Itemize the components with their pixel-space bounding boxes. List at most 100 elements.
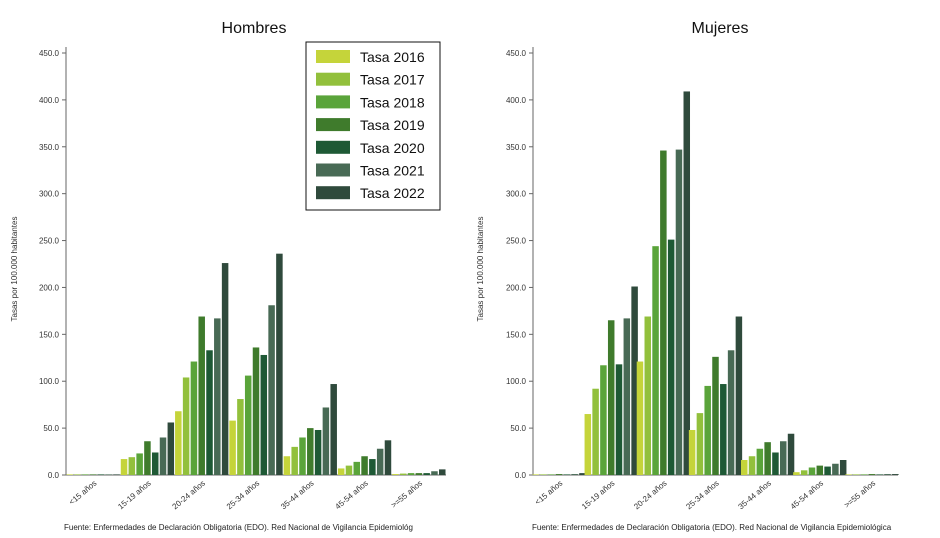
y-tick-label: 100.0 — [506, 377, 527, 386]
bar — [74, 474, 81, 475]
bar — [839, 460, 847, 475]
bar — [439, 469, 446, 475]
bar — [66, 474, 73, 475]
x-tick-label: 45-54 años — [333, 479, 369, 512]
bar — [532, 474, 539, 475]
bar — [337, 468, 345, 475]
x-tick-label: 15-19 años — [116, 479, 152, 512]
y-axis-label: Tasas por 100.000 habitantes — [476, 217, 485, 322]
bar — [244, 375, 252, 475]
x-tick-label: 35-44 años — [279, 479, 315, 512]
bar — [631, 286, 638, 475]
bar — [644, 316, 652, 475]
y-tick-label: 50.0 — [510, 424, 526, 433]
bar — [592, 388, 599, 475]
x-tick-label: 25-34 años — [684, 479, 720, 512]
bar — [571, 474, 578, 475]
bar — [860, 474, 868, 475]
bar — [652, 246, 659, 475]
bar — [787, 433, 795, 475]
legend-swatch — [316, 50, 350, 63]
bar — [400, 473, 407, 475]
bar — [816, 465, 824, 475]
y-tick-label: 0.0 — [48, 471, 60, 480]
bar — [229, 420, 236, 475]
bar — [727, 350, 735, 475]
bar — [182, 377, 190, 475]
bar — [407, 473, 415, 475]
bar — [144, 441, 151, 475]
bar — [136, 453, 143, 475]
y-tick-label: 200.0 — [506, 283, 527, 292]
bar — [584, 414, 592, 475]
bar — [748, 456, 756, 475]
source-note: Fuente: Enfermedades de Declaración Obli… — [64, 523, 413, 532]
bar — [97, 474, 105, 475]
bar — [800, 470, 808, 475]
bar — [151, 452, 159, 475]
bar — [206, 350, 213, 475]
x-tick-label: <15 años — [533, 479, 564, 507]
bar — [884, 474, 891, 475]
bar — [683, 91, 691, 475]
bar — [876, 474, 883, 475]
bar — [198, 316, 205, 475]
bar — [299, 437, 306, 475]
bar — [167, 422, 175, 475]
bar — [615, 364, 623, 475]
legend-swatch — [316, 95, 350, 109]
bar — [579, 473, 586, 475]
bar — [636, 361, 644, 475]
x-tick-label: <15 años — [67, 479, 98, 507]
y-tick-label: 300.0 — [506, 190, 527, 199]
bar — [384, 440, 392, 475]
legend-swatch — [316, 72, 350, 86]
y-tick-label: 200.0 — [39, 283, 60, 292]
y-tick-label: 150.0 — [39, 330, 60, 339]
x-tick-label: 25-34 años — [225, 479, 261, 512]
bar — [600, 365, 607, 475]
y-tick-label: 450.0 — [506, 49, 527, 58]
bar — [845, 474, 852, 475]
bar — [853, 474, 860, 475]
y-tick-label: 300.0 — [39, 190, 60, 199]
bar — [824, 466, 831, 475]
bar — [283, 456, 291, 475]
bar — [667, 239, 675, 475]
bar — [113, 474, 120, 475]
legend-swatch — [316, 163, 350, 177]
bar — [756, 448, 764, 475]
bar — [330, 384, 337, 475]
chart-title: Mujeres — [692, 20, 749, 37]
bar — [740, 460, 748, 475]
bar — [307, 428, 314, 475]
legend-swatch — [316, 140, 350, 154]
y-tick-label: 250.0 — [506, 237, 527, 246]
bar — [361, 456, 368, 475]
bar — [720, 384, 727, 475]
bar — [82, 474, 89, 475]
bar — [623, 318, 631, 475]
bar — [892, 474, 899, 475]
y-tick-label: 100.0 — [39, 377, 60, 386]
bar — [392, 474, 399, 475]
bar — [675, 149, 683, 475]
y-tick-label: 0.0 — [515, 471, 527, 480]
bar — [688, 429, 696, 475]
bar — [735, 316, 743, 475]
bar — [89, 474, 97, 475]
bar — [660, 150, 667, 475]
bar — [563, 474, 571, 475]
y-tick-label: 150.0 — [506, 330, 527, 339]
bar — [764, 442, 771, 475]
bar — [772, 452, 779, 475]
bar — [252, 347, 260, 475]
bar — [159, 437, 167, 475]
y-tick-label: 350.0 — [506, 143, 527, 152]
legend-swatch — [316, 186, 350, 200]
bar — [696, 413, 704, 475]
legend-label: Tasa 2021 — [360, 163, 425, 179]
source-note: Fuente: Enfermedades de Declaración Obli… — [532, 523, 892, 532]
